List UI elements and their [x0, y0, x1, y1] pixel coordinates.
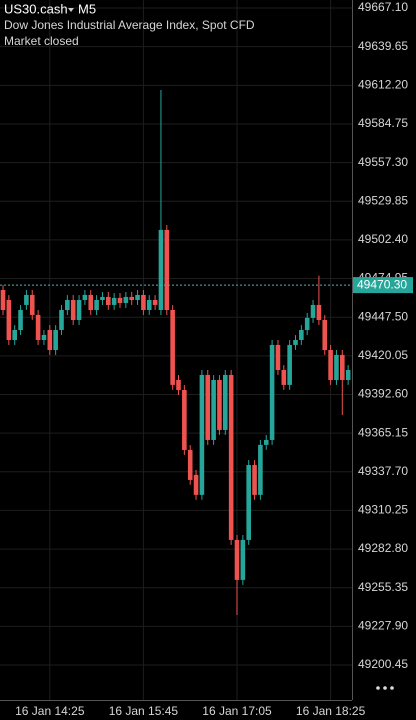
y-tick-label: 49255.35 [358, 580, 408, 594]
symbol[interactable]: US30.cash [4, 1, 68, 16]
candle-body [246, 465, 251, 540]
candle-body [328, 350, 333, 380]
candle-body [223, 374, 228, 430]
y-tick-label: 49639.65 [358, 39, 408, 53]
y-tick-label: 49447.50 [358, 309, 408, 323]
candle-body [217, 379, 222, 430]
y-tick-label: 49612.20 [358, 77, 408, 91]
y-tick-label: 49529.85 [358, 193, 408, 207]
y-tick-label: 49227.90 [358, 619, 408, 633]
candle-body [187, 449, 193, 480]
candle-body [240, 539, 246, 580]
candle-body [228, 374, 234, 540]
candle-body [129, 296, 134, 301]
candle-body [234, 539, 240, 580]
candle-body [281, 369, 287, 385]
candle-body [293, 340, 298, 345]
candle-body [322, 320, 328, 350]
candle-body [258, 444, 263, 495]
dot [390, 686, 394, 690]
candle-body [176, 379, 181, 390]
dropdown-icon[interactable] [68, 8, 74, 12]
candle-body [310, 304, 316, 318]
candle-body [18, 310, 23, 331]
y-tick-label: 49557.30 [358, 155, 408, 169]
candle-body [123, 296, 129, 303]
candle-body [100, 296, 105, 301]
x-tick-label: 16 Jan 14:25 [15, 704, 85, 718]
candle-body [82, 294, 88, 301]
candle-body [316, 304, 322, 321]
candle-body [275, 344, 281, 370]
dot [376, 686, 380, 690]
more-button[interactable] [376, 686, 394, 690]
candle-body [88, 294, 94, 311]
candle-body [12, 330, 17, 341]
candle-body [299, 330, 304, 341]
y-tick-label: 49365.15 [358, 425, 408, 439]
candle-body [41, 334, 47, 341]
candle-body [193, 474, 199, 495]
x-tick-label: 16 Jan 17:05 [202, 704, 272, 718]
candle-body [135, 294, 140, 301]
candle-body [117, 297, 123, 303]
candle-body [340, 354, 345, 380]
candle-body [152, 300, 158, 305]
subtitle: Dow Jones Industrial Average Index, Spot… [4, 18, 255, 32]
y-tick-label: 49337.70 [358, 464, 408, 478]
candle-body [345, 369, 351, 380]
last-price-label: 49470.30 [357, 277, 407, 291]
dot [383, 686, 387, 690]
candle-body [269, 344, 275, 440]
candle-body [70, 300, 76, 321]
last-price-box [353, 277, 413, 294]
y-tick-label: 49667.10 [358, 0, 408, 14]
candle-body [263, 439, 269, 445]
candle-body [29, 294, 35, 315]
timeframe[interactable]: M5 [78, 1, 96, 16]
candle-body [65, 300, 70, 311]
x-tick-label: 16 Jan 15:45 [109, 704, 179, 718]
y-tick-label: 49420.05 [358, 348, 408, 362]
candle-body [0, 290, 6, 311]
y-tick-label: 49282.80 [358, 541, 408, 555]
candle-body [47, 330, 53, 350]
y-tick-label: 49584.75 [358, 116, 408, 130]
candle-body [141, 294, 146, 311]
status: Market closed [4, 34, 79, 48]
candle-body [158, 229, 164, 311]
candle-body [76, 300, 82, 321]
candle-body [6, 300, 12, 341]
candle-body [59, 310, 64, 331]
candle-body [146, 300, 152, 311]
candle-body [182, 389, 187, 450]
candle-body [252, 465, 257, 495]
candle-body [205, 374, 211, 440]
candle-body [334, 354, 339, 380]
candle-body [106, 296, 111, 305]
plot [0, 0, 352, 700]
candle-body [287, 344, 292, 385]
candle-body [111, 297, 117, 305]
candle-body [304, 317, 310, 331]
x-tick-label: 16 Jan 18:25 [296, 704, 366, 718]
candle-body [94, 300, 99, 311]
y-tick-label: 49200.45 [358, 657, 408, 671]
y-tick-label: 49502.40 [358, 232, 408, 246]
candle-body [53, 330, 58, 350]
candle-body [199, 374, 205, 495]
candle-body [211, 379, 216, 440]
candle-body [35, 314, 41, 341]
candle-body [170, 310, 175, 385]
y-tick-label: 49310.25 [358, 503, 408, 517]
candle-body [24, 294, 29, 305]
candle-body [164, 229, 170, 311]
y-tick-label: 49392.60 [358, 387, 408, 401]
